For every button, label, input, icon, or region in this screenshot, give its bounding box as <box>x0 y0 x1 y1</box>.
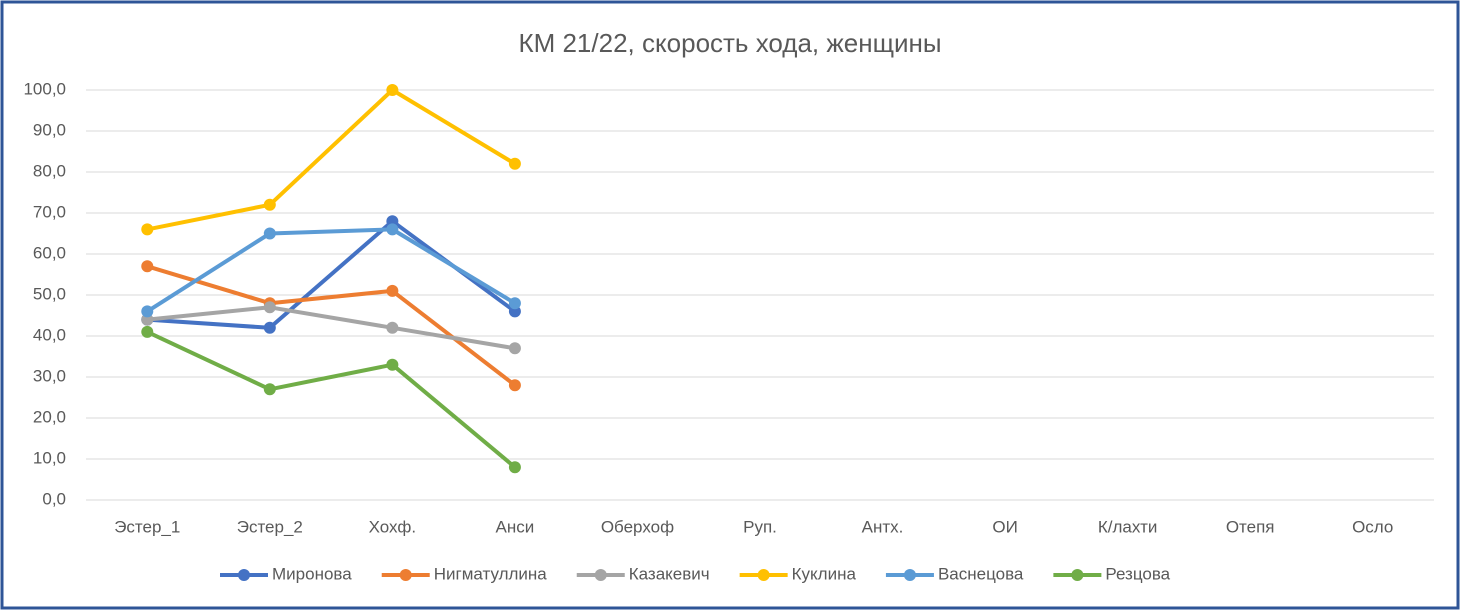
data-point <box>386 215 399 228</box>
y-tick-label: 60,0 <box>33 243 66 262</box>
legend-label: Нигматуллина <box>434 564 548 583</box>
data-point <box>263 383 276 396</box>
y-tick-label: 0,0 <box>42 489 66 508</box>
legend-label: Резцова <box>1105 564 1170 583</box>
x-tick-label: Антх. <box>862 517 904 536</box>
x-tick-label: Эстер_2 <box>237 517 303 536</box>
y-tick-label: 10,0 <box>33 448 66 467</box>
y-tick-label: 100,0 <box>23 79 66 98</box>
legend-label: Куклина <box>792 564 857 583</box>
x-tick-label: ОИ <box>992 517 1017 536</box>
data-point <box>508 305 521 318</box>
x-tick-label: Анси <box>496 517 535 536</box>
data-point <box>263 198 276 211</box>
legend-marker <box>1071 569 1084 581</box>
data-point <box>263 227 276 240</box>
x-tick-label: Эстер_1 <box>114 517 180 536</box>
data-point <box>386 284 399 297</box>
legend-marker <box>903 569 916 581</box>
series-line <box>146 227 516 314</box>
legend-marker <box>399 569 412 581</box>
x-tick-label: К/лахти <box>1098 517 1158 536</box>
series-line <box>146 330 517 469</box>
x-tick-label: Осло <box>1352 517 1393 536</box>
data-point <box>263 301 276 314</box>
data-point <box>508 157 521 170</box>
data-point <box>141 325 154 338</box>
data-point <box>508 379 521 392</box>
chart-title: КМ 21/22, скорость хода, женщины <box>518 28 941 58</box>
data-point <box>141 260 154 273</box>
y-tick-label: 40,0 <box>33 325 66 344</box>
data-point <box>508 342 521 355</box>
data-point <box>386 358 399 371</box>
data-point <box>141 223 154 236</box>
data-point <box>263 321 276 334</box>
legend-marker <box>757 569 770 581</box>
legend-marker <box>238 569 250 581</box>
data-point <box>508 297 521 310</box>
y-tick-label: 70,0 <box>33 202 66 221</box>
data-point <box>386 321 399 334</box>
x-tick-label: Руп. <box>743 517 777 536</box>
x-tick-label: Хохф. <box>369 517 416 536</box>
y-tick-label: 80,0 <box>33 161 66 180</box>
data-point <box>386 223 399 236</box>
y-tick-label: 50,0 <box>33 284 66 303</box>
x-tick-label: Отепя <box>1226 517 1275 536</box>
y-tick-label: 30,0 <box>33 366 66 385</box>
data-point <box>141 305 154 318</box>
legend-label: Васнецова <box>938 564 1024 583</box>
y-tick-label: 90,0 <box>33 120 66 139</box>
data-point <box>386 84 399 96</box>
data-point <box>508 461 521 474</box>
legend-label: Миронова <box>272 564 352 583</box>
legend-marker <box>594 569 607 581</box>
x-tick-label: Оберхоф <box>601 517 674 536</box>
data-point <box>141 313 154 326</box>
series-line <box>147 305 516 351</box>
series-line <box>146 88 516 232</box>
legend-label: Казакевич <box>629 564 710 583</box>
y-tick-label: 20,0 <box>33 407 66 426</box>
